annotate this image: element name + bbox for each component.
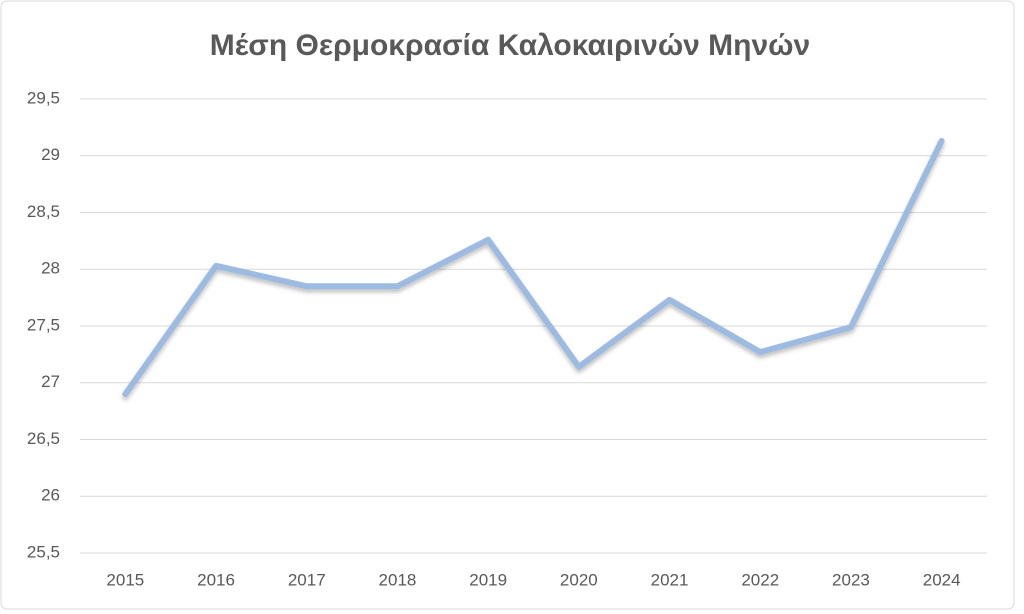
data-line (122, 137, 945, 398)
x-tick-label: 2021 (651, 570, 689, 589)
y-tick-label: 29,5 (27, 88, 60, 107)
x-tick-label: 2022 (741, 570, 779, 589)
x-tick-label: 2020 (560, 570, 598, 589)
x-tick-label: 2016 (197, 570, 235, 589)
y-tick-label: 27 (41, 372, 60, 391)
x-tick-label: 2024 (923, 570, 961, 589)
x-tick-label: 2019 (469, 570, 507, 589)
y-tick-label: 25,5 (27, 542, 60, 561)
x-tick-label: 2017 (288, 570, 326, 589)
y-tick-label: 27,5 (27, 315, 60, 334)
y-tick-label: 26,5 (27, 429, 60, 448)
y-tick-label: 29 (41, 145, 60, 164)
x-tick-label: 2018 (379, 570, 417, 589)
y-tick-label: 28,5 (27, 202, 60, 221)
y-tick-label: 28 (41, 259, 60, 278)
chart-title: Μέση Θερμοκρασία Καλοκαιρινών Μηνών (210, 29, 810, 62)
y-tick-label: 26 (41, 486, 60, 505)
x-tick-label: 2023 (832, 570, 870, 589)
x-tick-label: 2015 (106, 570, 144, 589)
